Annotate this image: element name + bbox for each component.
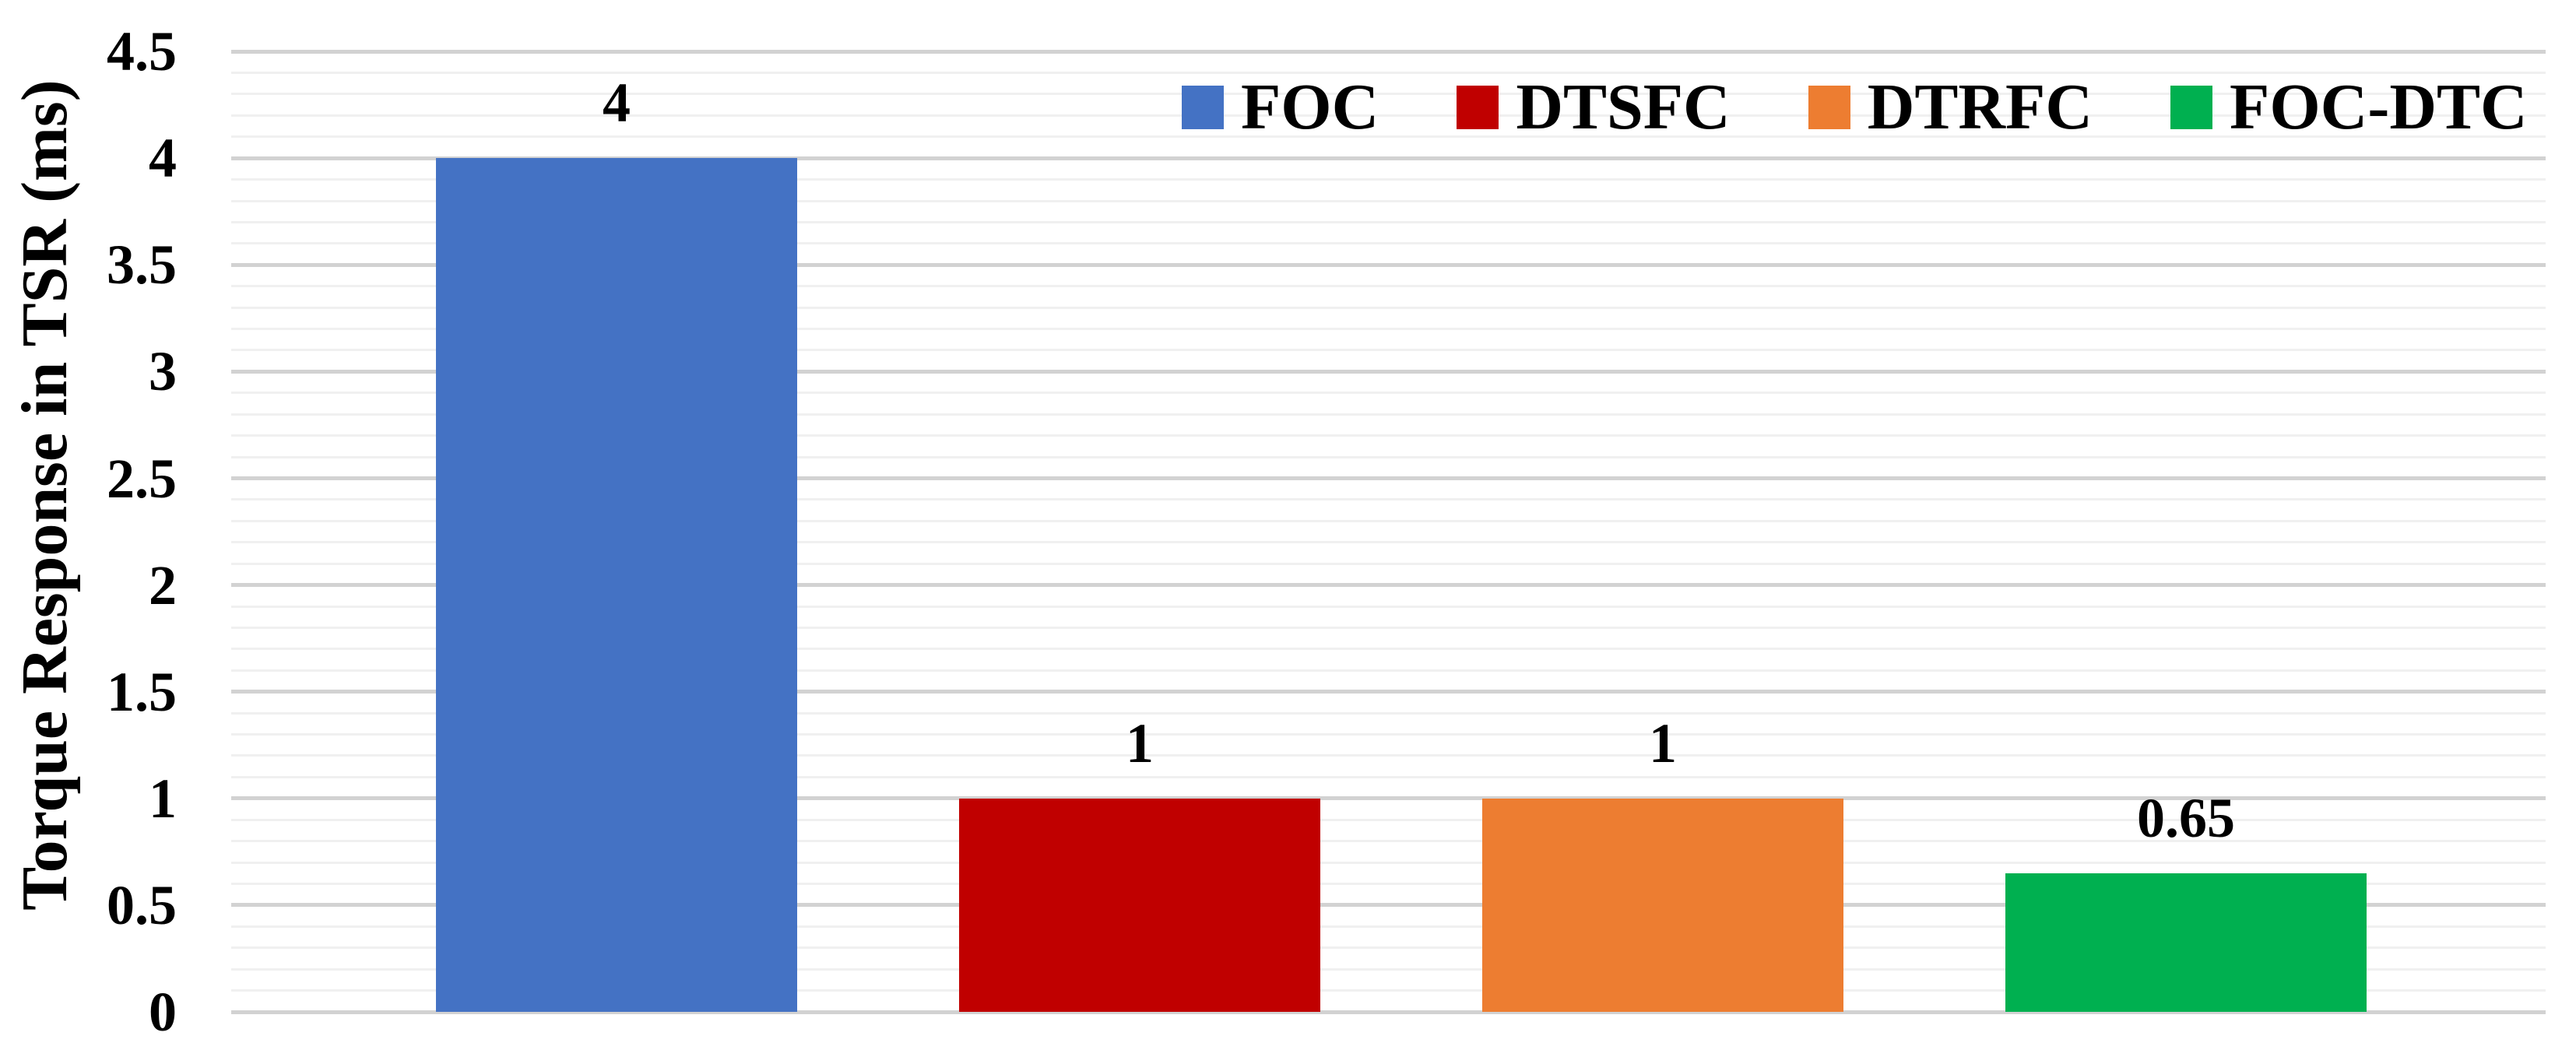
- gridline-minor: [231, 434, 2546, 437]
- gridline-minor: [231, 306, 2546, 309]
- gridline-minor: [231, 349, 2546, 352]
- legend-item: FOC: [1182, 71, 1379, 143]
- gridline-minor: [231, 135, 2546, 139]
- y-tick-label: 1.5: [107, 660, 177, 723]
- gridline-minor: [231, 733, 2546, 736]
- bar-value-label: 1: [1649, 711, 1677, 774]
- gridline-minor: [231, 605, 2546, 608]
- gridline-minor: [231, 285, 2546, 288]
- gridline-minor: [231, 392, 2546, 395]
- gridline-minor: [231, 562, 2546, 565]
- gridline-minor: [231, 72, 2546, 75]
- bar-value-label: 1: [1126, 711, 1154, 774]
- gridline-major: [231, 476, 2546, 480]
- y-tick-label: 0.5: [107, 873, 177, 936]
- y-tick-label: 4.5: [107, 20, 177, 83]
- bar-value-label: 4: [603, 72, 631, 135]
- y-tick-label: 3.5: [107, 234, 177, 297]
- gridline-minor: [231, 220, 2546, 223]
- legend-swatch-icon: [1182, 86, 1224, 129]
- legend-item: FOC-DTC: [2170, 71, 2528, 143]
- gridline-minor: [231, 967, 2546, 971]
- gridline-minor: [231, 498, 2546, 501]
- legend-label: DTSFC: [1516, 71, 1731, 143]
- gridline-minor: [231, 754, 2546, 757]
- bar-dtsfc: [959, 798, 1320, 1012]
- gridline-minor: [231, 178, 2546, 181]
- gridline-minor: [231, 861, 2546, 864]
- bar-dtrfc: [1482, 798, 1843, 1012]
- bar-foc-dtc: [2005, 873, 2367, 1012]
- gridline-minor: [231, 882, 2546, 885]
- gridline-minor: [231, 455, 2546, 458]
- gridline-minor: [231, 925, 2546, 928]
- y-tick-label: 4: [149, 127, 177, 190]
- y-tick-label: 2: [149, 553, 177, 616]
- legend: FOC DTSFC DTRFC FOC-DTC: [1182, 71, 2528, 143]
- legend-label: FOC-DTC: [2230, 71, 2528, 143]
- gridline-minor: [231, 199, 2546, 202]
- gridline-major: [231, 903, 2546, 908]
- legend-swatch-icon: [2170, 86, 2213, 129]
- gridline-minor: [231, 669, 2546, 672]
- y-tick-label: 2.5: [107, 447, 177, 510]
- gridline-minor: [231, 114, 2546, 117]
- gridline-major: [231, 49, 2546, 54]
- y-tick-label: 0: [149, 981, 177, 1043]
- gridline-minor: [231, 648, 2546, 651]
- gridline-major: [231, 262, 2546, 267]
- legend-item: DTSFC: [1457, 71, 1731, 143]
- y-tick-label: 3: [149, 340, 177, 403]
- legend-swatch-icon: [1457, 86, 1499, 129]
- plot-area: 4 1 1 0.65: [231, 0, 2546, 1057]
- bar-foc: [436, 158, 797, 1012]
- gridline-minor: [231, 946, 2546, 950]
- legend-swatch-icon: [1808, 86, 1850, 129]
- legend-label: DTRFC: [1867, 71, 2093, 143]
- gridline-minor: [231, 840, 2546, 843]
- gridline-major: [231, 690, 2546, 694]
- gridline-minor: [231, 242, 2546, 245]
- y-tick-label: 1: [149, 767, 177, 830]
- gridline-major: [231, 1010, 2546, 1014]
- gridline-minor: [231, 711, 2546, 715]
- gridline-minor: [231, 775, 2546, 778]
- gridline-minor: [231, 413, 2546, 416]
- gridline-minor: [231, 328, 2546, 331]
- gridline-minor: [231, 93, 2546, 96]
- gridline-minor: [231, 519, 2546, 522]
- gridline-major: [231, 369, 2546, 374]
- gridline-minor: [231, 818, 2546, 821]
- gridline-major: [231, 796, 2546, 801]
- gridline-minor: [231, 541, 2546, 544]
- gridline-major: [231, 583, 2546, 588]
- gridline-major: [231, 156, 2546, 160]
- gridline-minor: [231, 626, 2546, 629]
- gridline-minor: [231, 989, 2546, 992]
- legend-label: FOC: [1241, 71, 1379, 143]
- legend-item: DTRFC: [1808, 71, 2093, 143]
- bar-value-label: 0.65: [2137, 786, 2235, 849]
